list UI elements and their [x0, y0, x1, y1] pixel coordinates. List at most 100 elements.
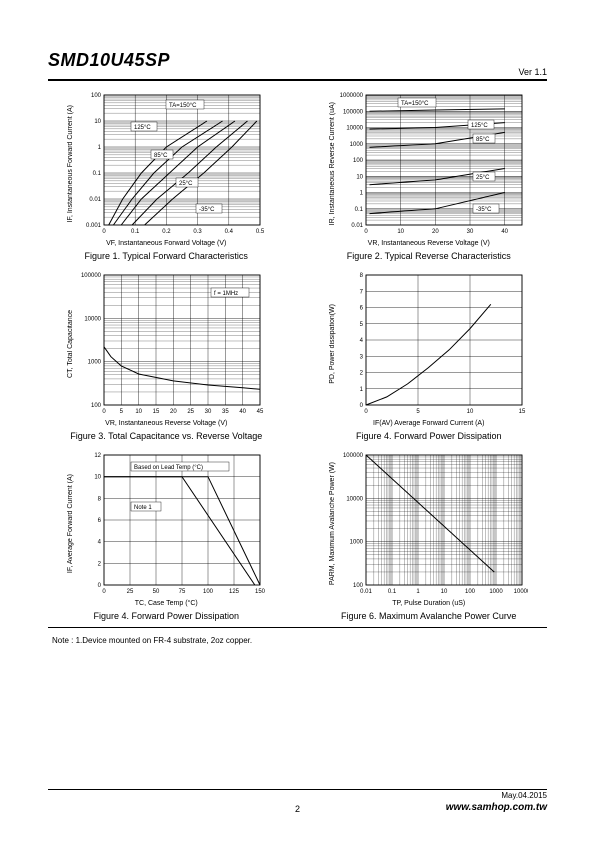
fig2-plot: 0102030400.010.1110100100010000100000100…	[338, 89, 528, 239]
svg-text:100: 100	[91, 93, 102, 99]
svg-text:0: 0	[102, 409, 106, 415]
svg-text:TA=150°C: TA=150°C	[169, 103, 197, 109]
svg-text:10000: 10000	[514, 589, 528, 595]
fig3-plot: 051015202530354045100100010000100000f = …	[76, 269, 266, 419]
svg-text:0.1: 0.1	[131, 229, 140, 235]
svg-text:1: 1	[97, 145, 101, 151]
svg-text:10: 10	[441, 589, 448, 595]
svg-text:125: 125	[229, 589, 240, 595]
svg-text:1: 1	[360, 387, 364, 393]
svg-text:50: 50	[152, 589, 159, 595]
svg-text:100: 100	[91, 403, 102, 409]
svg-text:0.4: 0.4	[224, 229, 233, 235]
svg-text:150: 150	[255, 589, 266, 595]
fig6-caption: Figure 6. Maximum Avalanche Power Curve	[341, 611, 516, 621]
fig3-caption: Figure 3. Total Capacitance vs. Reverse …	[70, 431, 262, 441]
fig2-xlabel: VR, Instantaneous Reverse Voltage (V)	[368, 240, 490, 247]
svg-text:0: 0	[102, 589, 106, 595]
svg-text:40: 40	[502, 229, 509, 235]
svg-text:25°C: 25°C	[476, 175, 490, 181]
svg-text:8: 8	[97, 496, 101, 502]
svg-text:0: 0	[102, 229, 106, 235]
svg-text:6: 6	[360, 306, 364, 312]
svg-text:0.01: 0.01	[360, 589, 372, 595]
svg-text:10000: 10000	[347, 496, 364, 502]
svg-text:10: 10	[94, 119, 101, 125]
fig2-ylabel: IR, Instantaneous Reverse Current (uA)	[329, 102, 336, 225]
fig1-plot: 00.10.20.30.40.50.0010.010.1110100TA=150…	[76, 89, 266, 239]
svg-text:Note 1: Note 1	[134, 505, 152, 511]
footer: May.04.2015 2 www.samhop.com.tw	[48, 789, 547, 814]
fig6-plot: 0.010.1110100100010000100100010000100000	[338, 449, 528, 599]
svg-text:7: 7	[360, 289, 364, 295]
svg-text:25°C: 25°C	[179, 181, 193, 187]
svg-text:15: 15	[152, 409, 159, 415]
figure-6: PARM, Maximum Avalanche Power (W) 0.01 0.…	[311, 449, 548, 621]
svg-text:30: 30	[467, 229, 474, 235]
svg-text:10: 10	[357, 174, 364, 180]
svg-text:8: 8	[360, 273, 364, 279]
figure-3: CT, Total Capacitance 051015202530354045…	[48, 269, 285, 441]
fig4a-plot: 051015012345678	[338, 269, 528, 419]
svg-text:100: 100	[465, 589, 476, 595]
svg-text:35: 35	[222, 409, 229, 415]
fig2-caption: Figure 2. Typical Reverse Characteristic…	[347, 251, 511, 261]
svg-text:0.001: 0.001	[86, 223, 102, 229]
figure-4b: IF, Average Forward Current (A) 02550751…	[48, 449, 285, 621]
fig3-ylabel: CT, Total Capacitance	[67, 310, 74, 378]
svg-text:-35°C: -35°C	[476, 207, 492, 213]
svg-text:100: 100	[203, 589, 214, 595]
svg-text:0.1: 0.1	[388, 589, 397, 595]
svg-text:0: 0	[97, 583, 101, 589]
figure-2: IR, Instantaneous Reverse Current (uA) 0…	[311, 89, 548, 261]
svg-text:25: 25	[126, 589, 133, 595]
svg-text:1000: 1000	[87, 360, 101, 366]
svg-text:10: 10	[94, 475, 101, 481]
svg-text:5: 5	[119, 409, 123, 415]
svg-text:100000: 100000	[81, 273, 102, 279]
svg-text:1000: 1000	[490, 589, 504, 595]
svg-text:f = 1MHz: f = 1MHz	[214, 291, 238, 297]
svg-text:10: 10	[398, 229, 405, 235]
svg-text:45: 45	[256, 409, 263, 415]
svg-text:40: 40	[239, 409, 246, 415]
svg-text:75: 75	[178, 589, 185, 595]
svg-text:TA=150°C: TA=150°C	[401, 101, 429, 107]
fig4b-xlabel: TC, Case Temp (°C)	[135, 600, 198, 607]
svg-text:0.5: 0.5	[256, 229, 265, 235]
svg-text:100000: 100000	[343, 453, 364, 459]
svg-text:10: 10	[467, 409, 474, 415]
svg-text:5: 5	[417, 409, 421, 415]
figure-1: IF, Instantaneous Forward Current (A) 00…	[48, 89, 285, 261]
svg-text:1000: 1000	[350, 142, 364, 148]
svg-text:125°C: 125°C	[471, 123, 488, 129]
svg-text:20: 20	[432, 229, 439, 235]
fig6-xlabel: TP, Pulse Duration (uS)	[392, 600, 465, 607]
svg-text:10: 10	[135, 409, 142, 415]
fig1-xlabel: VF, Instantaneous Forward Voltage (V)	[106, 240, 226, 247]
fig1-ylabel: IF, Instantaneous Forward Current (A)	[67, 105, 74, 223]
svg-text:1000000: 1000000	[340, 93, 364, 99]
svg-text:0: 0	[360, 403, 364, 409]
svg-text:0.01: 0.01	[89, 197, 101, 203]
svg-text:85°C: 85°C	[154, 153, 168, 159]
header-rule	[48, 79, 547, 81]
svg-text:125°C: 125°C	[134, 125, 151, 131]
svg-text:100: 100	[353, 158, 364, 164]
svg-text:0: 0	[365, 409, 369, 415]
fig4a-caption: Figure 4. Forward Power Dissipation	[356, 431, 502, 441]
svg-text:Based on Lead Temp (°C): Based on Lead Temp (°C)	[134, 465, 203, 471]
svg-text:1: 1	[360, 191, 364, 197]
svg-text:85°C: 85°C	[476, 137, 490, 143]
svg-text:4: 4	[360, 338, 364, 344]
svg-text:6: 6	[97, 518, 101, 524]
svg-text:2: 2	[360, 371, 364, 377]
svg-text:100: 100	[353, 583, 364, 589]
svg-text:0.1: 0.1	[355, 207, 364, 213]
fig4b-plot: 0255075100125150024681012Based on Lead T…	[76, 449, 266, 599]
svg-text:1000: 1000	[350, 540, 364, 546]
fig6-ylabel: PARM, Maximum Avalanche Power (W)	[329, 462, 336, 585]
svg-text:25: 25	[187, 409, 194, 415]
footer-url: www.samhop.com.tw	[300, 802, 547, 813]
svg-text:0.01: 0.01	[352, 223, 364, 229]
